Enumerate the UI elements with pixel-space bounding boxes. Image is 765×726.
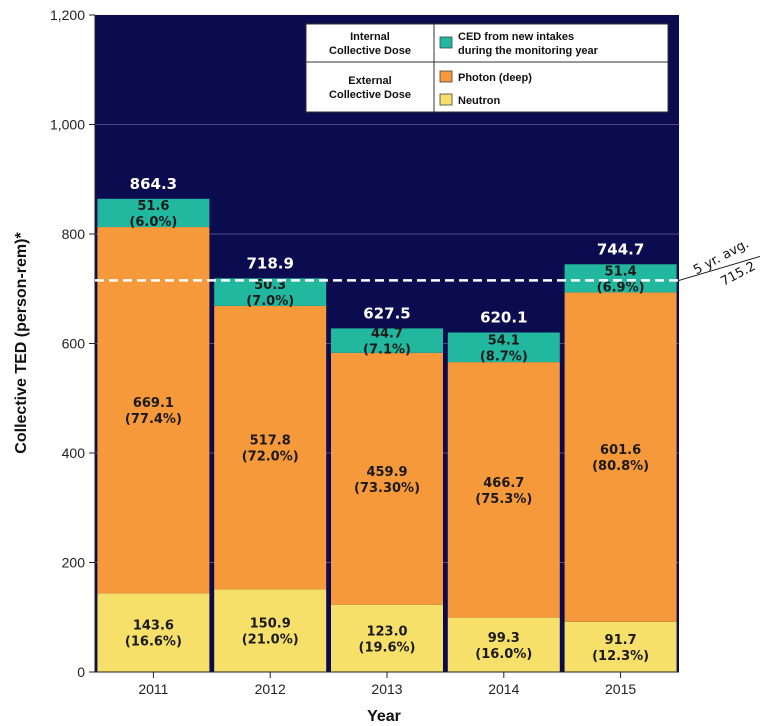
x-tick-label: 2012 [255, 681, 286, 697]
total-value-label: 620.1 [480, 308, 527, 326]
legend-swatch [439, 70, 453, 83]
segment-percent-label: (16.0%) [475, 647, 532, 662]
segment-percent-label: (19.6%) [359, 640, 416, 655]
bar-segment [564, 264, 677, 293]
segment-percent-label: (80.8%) [592, 459, 649, 474]
segment-percent-label: (21.0%) [242, 633, 299, 648]
legend: Internal Collective Dose CED from new inta… [305, 23, 669, 113]
legend-group-label: Internal [350, 31, 390, 43]
x-tick-label: 2015 [605, 681, 636, 697]
x-axis-ticks: 2011 2012 2013 2014 2015 [95, 671, 679, 697]
legend-group-label: External [348, 75, 391, 87]
segment-percent-label: (16.6%) [125, 635, 182, 650]
y-tick-label: 1,000 [50, 117, 85, 133]
segment-value-label: 459.9 [366, 465, 407, 480]
segment-value-label: 51.4 [605, 264, 637, 279]
segment-value-label: 601.6 [600, 443, 641, 458]
legend-swatch [439, 93, 453, 106]
total-value-label: 744.7 [597, 240, 644, 258]
bar-segment [97, 227, 210, 594]
y-axis-ticks: 0 200 400 600 800 1,000 1,200 [50, 7, 96, 680]
legend-group-label: Collective Dose [329, 45, 411, 57]
bar-segment [331, 352, 443, 605]
segment-percent-label: (6.9%) [597, 280, 645, 295]
total-value-label: 864.3 [130, 175, 177, 193]
bar-segment [564, 292, 677, 622]
bar-segment [564, 621, 677, 672]
bar-segment [447, 617, 560, 672]
bar-segment [331, 328, 443, 353]
average-leader-line [678, 255, 761, 281]
y-tick-label: 200 [62, 555, 86, 571]
segment-value-label: 44.7 [371, 327, 403, 342]
legend-entry-label: Photon (deep) [458, 72, 532, 84]
bar-segment [331, 604, 443, 672]
segment-value-label: 54.1 [488, 333, 520, 348]
legend-entry-label: during the monitoring year [458, 45, 599, 57]
y-tick-label: 600 [62, 336, 86, 352]
segment-value-label: 517.8 [250, 434, 291, 449]
y-tick-label: 400 [62, 445, 86, 461]
bar-segment [214, 278, 327, 306]
segment-value-label: 669.1 [133, 396, 174, 411]
segment-percent-label: (6.0%) [129, 215, 177, 230]
x-tick-label: 2014 [488, 681, 519, 697]
segment-value-label: 99.3 [488, 631, 520, 646]
legend-group-label: Collective Dose [329, 89, 411, 101]
y-tick-label: 800 [62, 226, 86, 242]
segment-value-label: 466.7 [483, 476, 524, 491]
segment-percent-label: (7.0%) [246, 294, 294, 309]
bar-segment [447, 332, 560, 363]
segment-percent-label: (73.30%) [354, 481, 420, 496]
total-value-label: 627.5 [363, 304, 410, 322]
segment-value-label: 143.6 [133, 619, 174, 634]
bar-segment [214, 305, 327, 590]
x-tick-label: 2013 [371, 681, 402, 697]
x-axis-title: Year [367, 708, 401, 725]
segment-percent-label: (8.7%) [480, 349, 528, 364]
segment-percent-label: (72.0%) [242, 450, 299, 465]
bar-segment [214, 589, 327, 672]
legend-swatch [439, 36, 453, 49]
legend-entry-label: CED from new intakes [458, 31, 574, 43]
legend-entry-label: Neutron [458, 95, 500, 107]
segment-value-label: 50.3 [254, 278, 286, 293]
segment-percent-label: (77.4%) [125, 412, 182, 427]
bar-segment [97, 593, 210, 672]
segment-percent-label: (75.3%) [475, 492, 532, 507]
x-tick-label: 2011 [138, 681, 168, 697]
legend-box [305, 23, 669, 113]
y-axis-title: Collective TED (person-rem)* [13, 232, 30, 454]
bar-segment [447, 362, 560, 618]
segment-value-label: 123.0 [366, 624, 407, 639]
bar-stacks: 143.6(16.6%) 669.1(77.4%) 51.6(6.0%) 864.3 1… [97, 175, 677, 672]
segment-value-label: 91.7 [605, 633, 637, 648]
bar-segment [97, 198, 210, 228]
total-value-label: 718.9 [246, 254, 293, 272]
segment-percent-label: (12.3%) [592, 649, 649, 664]
segment-value-label: 150.9 [250, 617, 291, 632]
segment-percent-label: (7.1%) [363, 343, 411, 358]
segment-value-label: 51.6 [137, 199, 169, 214]
y-tick-label: 1,200 [50, 7, 85, 23]
y-tick-label: 0 [77, 664, 85, 680]
